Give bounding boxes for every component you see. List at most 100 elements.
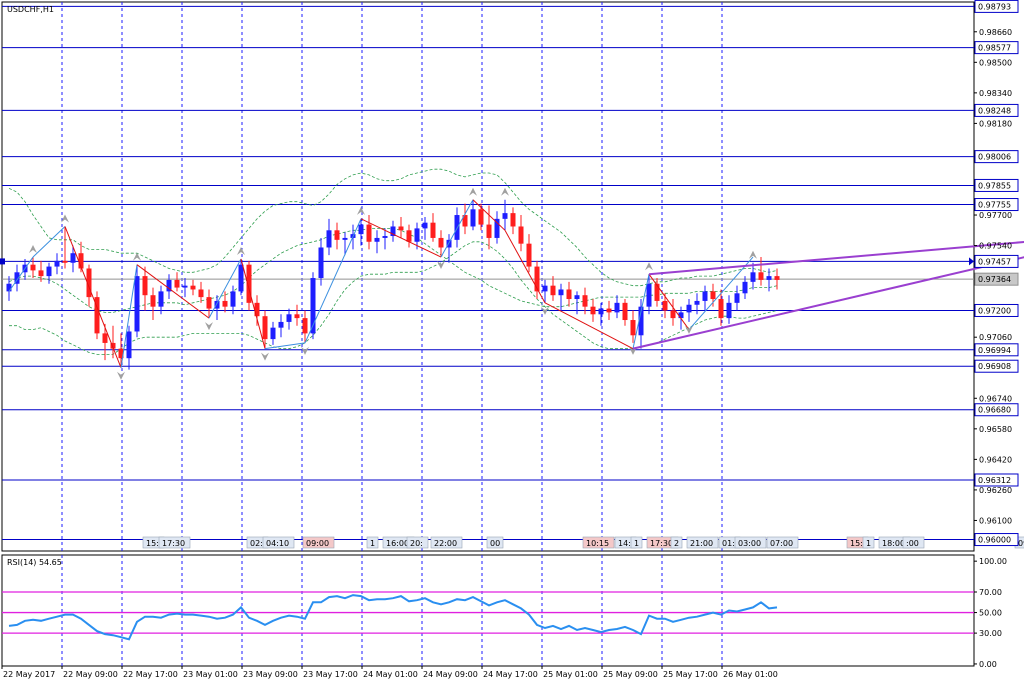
time-tag-label: 09:00 [306,539,329,548]
fractal-up-marker [29,245,37,254]
time-tag-box [582,536,615,549]
price-level-box [974,254,1019,268]
chart-title: USDCHF,H1 [7,5,54,14]
envelope-lower-line [9,241,778,355]
candle-body [718,299,724,319]
fractal-down-marker [541,306,549,315]
price-level-label: 0.97855 [978,181,1011,190]
time-tag-label: 15: [146,539,159,548]
candle-body [334,230,340,240]
fractal-down-marker [685,325,693,334]
candle-body [222,300,228,307]
price-level-box [974,473,1019,487]
time-tag-label: 1 [866,539,871,548]
candle-body [390,226,396,237]
rsi-title: RSI(14) 54.65 [7,558,62,567]
time-tag-label: 01: [722,539,735,548]
candle-body [638,306,644,336]
candle-body [214,300,220,309]
time-tag-box [686,536,719,549]
candle-body [590,306,596,315]
time-tick-label: 24 May 09:00 [423,670,478,679]
rsi-tick-label: 0.00 [979,660,997,669]
time-tick-label: 25 May 09:00 [603,670,658,679]
time-tag-label: 07:00 [770,539,793,548]
price-level-box [974,41,1019,55]
left-level-marker [0,258,5,265]
time-tick-label: 23 May 09:00 [243,670,298,679]
candle-body [406,230,412,242]
time-tag-label: 17:30 [162,539,185,548]
time-tag-label: 17:30 [650,539,673,548]
candle-body [574,295,580,300]
time-tick-label: 22 May 17:00 [123,670,178,679]
candle-body [670,310,676,319]
price-level-box [974,178,1019,192]
candle-body [494,218,500,238]
candle-body [734,293,740,303]
candle-body [534,266,540,292]
zigzag-segment [440,199,474,258]
candle-body [310,278,316,334]
time-tick-label: 25 May 01:00 [543,670,598,679]
time-tag-box [630,536,643,549]
rsi-tick-label: 100.00 [979,557,1007,566]
rsi-tick-label: 30.00 [979,629,1002,638]
candle-body [38,270,44,277]
time-tick-label: 25 May 17:00 [663,670,718,679]
candle-body [166,279,172,292]
price-level-box [974,150,1019,164]
candle-body [86,268,92,298]
time-tick-label: 22 May 09:00 [63,670,118,679]
channel-line [632,256,1024,350]
time-tag-label: 03:00 [738,539,761,548]
candle-body [54,260,60,267]
price-level-label: 0.98577 [978,44,1011,53]
zigzag-segment [64,226,122,368]
candle-body [246,264,252,303]
candle-body [694,300,700,305]
price-tick-label: 0.96420 [979,455,1012,464]
candle-body [110,342,116,349]
price-level-label: 0.96000 [978,536,1011,545]
time-axis: 22 May 2017 22 May 09:00 22 May 17:00 23 Ma… [1,666,778,679]
candle-body [398,226,404,231]
candle-body [254,302,260,317]
zigzag-indicator [8,199,754,368]
time-tag-box [862,536,875,549]
price-level-label: 0.97457 [978,257,1011,266]
fractal-up-marker [237,246,245,255]
candle-body [710,291,716,300]
candle-body [606,308,612,313]
fractal-up-marker [469,187,477,196]
candle-body [102,333,108,343]
trend-channel[interactable] [632,240,1024,350]
candle-body [654,283,660,301]
candle-body [478,209,484,225]
candle-body [182,285,188,288]
candle-body [518,226,524,244]
candle-body [230,291,236,307]
fractal-markers [29,187,757,380]
zigzag-segment [632,274,650,349]
fractal-up-marker [133,252,141,261]
fractal-down-marker [117,371,125,380]
candle-body [238,264,244,292]
zigzag-segment [120,264,138,368]
price-level-box [974,0,1019,13]
time-tag-box [366,536,379,549]
price-tick-label: 0.98660 [979,28,1012,37]
candle-body [30,264,36,271]
price-level-box [974,103,1019,117]
price-level-label: 0.96312 [978,476,1011,485]
time-tick-label: 22 May 2017 [3,670,55,679]
price-level-box [974,343,1019,357]
price-level-box [974,198,1019,212]
candle-body [6,283,12,292]
candle-body [766,276,772,280]
price-level-label: 0.96680 [978,406,1011,415]
candle-body [62,260,68,263]
zigzag-segment [688,256,754,330]
candle-body [542,285,548,292]
